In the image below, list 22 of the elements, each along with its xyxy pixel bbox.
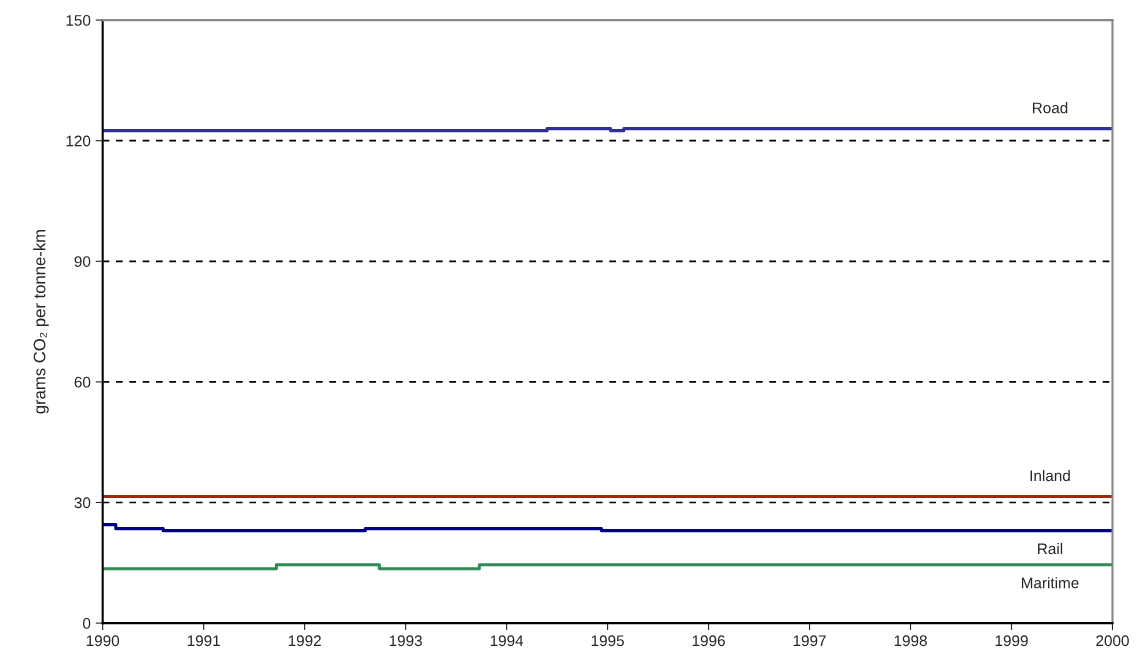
series-label: Road — [1032, 102, 1068, 114]
x-tick-label: 2000 — [1096, 635, 1129, 647]
x-tick-label: 1997 — [793, 635, 826, 647]
x-tick-label: 1994 — [490, 635, 524, 647]
x-tick-label: 1991 — [187, 635, 220, 647]
x-tick-label: 1993 — [389, 635, 422, 647]
y-tick-label: 150 — [66, 14, 91, 26]
x-tick-label: 1995 — [591, 635, 624, 647]
x-tick-label: 1992 — [288, 635, 321, 647]
series-label: Inland — [1030, 469, 1070, 482]
y-tick-label: 0 — [82, 617, 91, 629]
y-tick-label: 120 — [66, 135, 91, 147]
y-tick-label: 90 — [74, 256, 91, 267]
series-label: Rail — [1038, 542, 1063, 555]
y-axis-title: grams CO₂ per tonne-km — [33, 230, 49, 414]
x-tick-label: 1996 — [692, 635, 725, 647]
y-tick-label: 30 — [74, 497, 91, 509]
x-tick-label: 1990 — [86, 635, 120, 647]
x-tick-label: 1999 — [995, 635, 1028, 647]
y-tick-label: 60 — [74, 376, 91, 388]
x-tick-label: 1998 — [894, 635, 927, 647]
series-label: Maritime — [1021, 577, 1079, 589]
